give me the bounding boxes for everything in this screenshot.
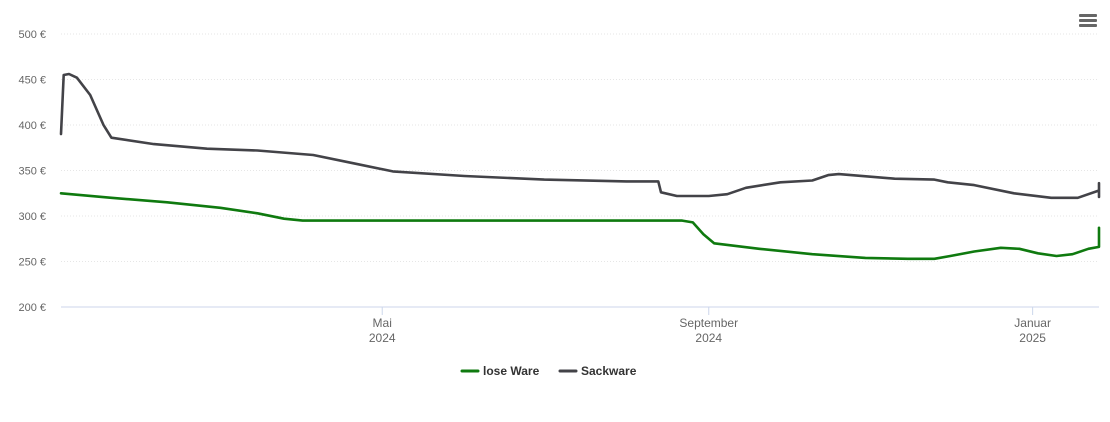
x-tick-label: September: [679, 316, 738, 330]
y-tick-label: 400 €: [18, 120, 46, 132]
legend-item-2[interactable]: Sackware: [558, 364, 637, 378]
y-tick-label: 350 €: [18, 166, 46, 178]
y-tick-label: 200 €: [18, 302, 46, 314]
series-line-1: [59, 192, 1101, 261]
legend-label: Sackware: [581, 364, 637, 378]
y-tick-label: 500 €: [18, 29, 46, 41]
legend-item-1[interactable]: lose Ware: [460, 364, 540, 378]
x-tick-year-label: 2024: [695, 331, 722, 345]
gridlines: [61, 33, 1099, 262]
y-tick-label: 300 €: [18, 211, 46, 223]
x-tick-year-label: 2024: [369, 331, 396, 345]
series-line-2: [59, 72, 1101, 200]
hamburger-menu-icon[interactable]: [1077, 12, 1099, 32]
legend-label: lose Ware: [483, 364, 540, 378]
y-tick-label: 450 €: [18, 75, 46, 87]
x-tick-label: Januar: [1014, 316, 1051, 330]
legend[interactable]: lose Ware Sackware: [460, 364, 637, 378]
series-lines: [59, 72, 1101, 261]
x-tick-label: Mai: [373, 316, 392, 330]
x-tick-year-label: 2025: [1019, 331, 1046, 345]
y-axis-labels: 200 € 250 € 300 € 350 € 400 € 450 € 500 €: [18, 29, 46, 314]
y-tick-label: 250 €: [18, 257, 46, 269]
